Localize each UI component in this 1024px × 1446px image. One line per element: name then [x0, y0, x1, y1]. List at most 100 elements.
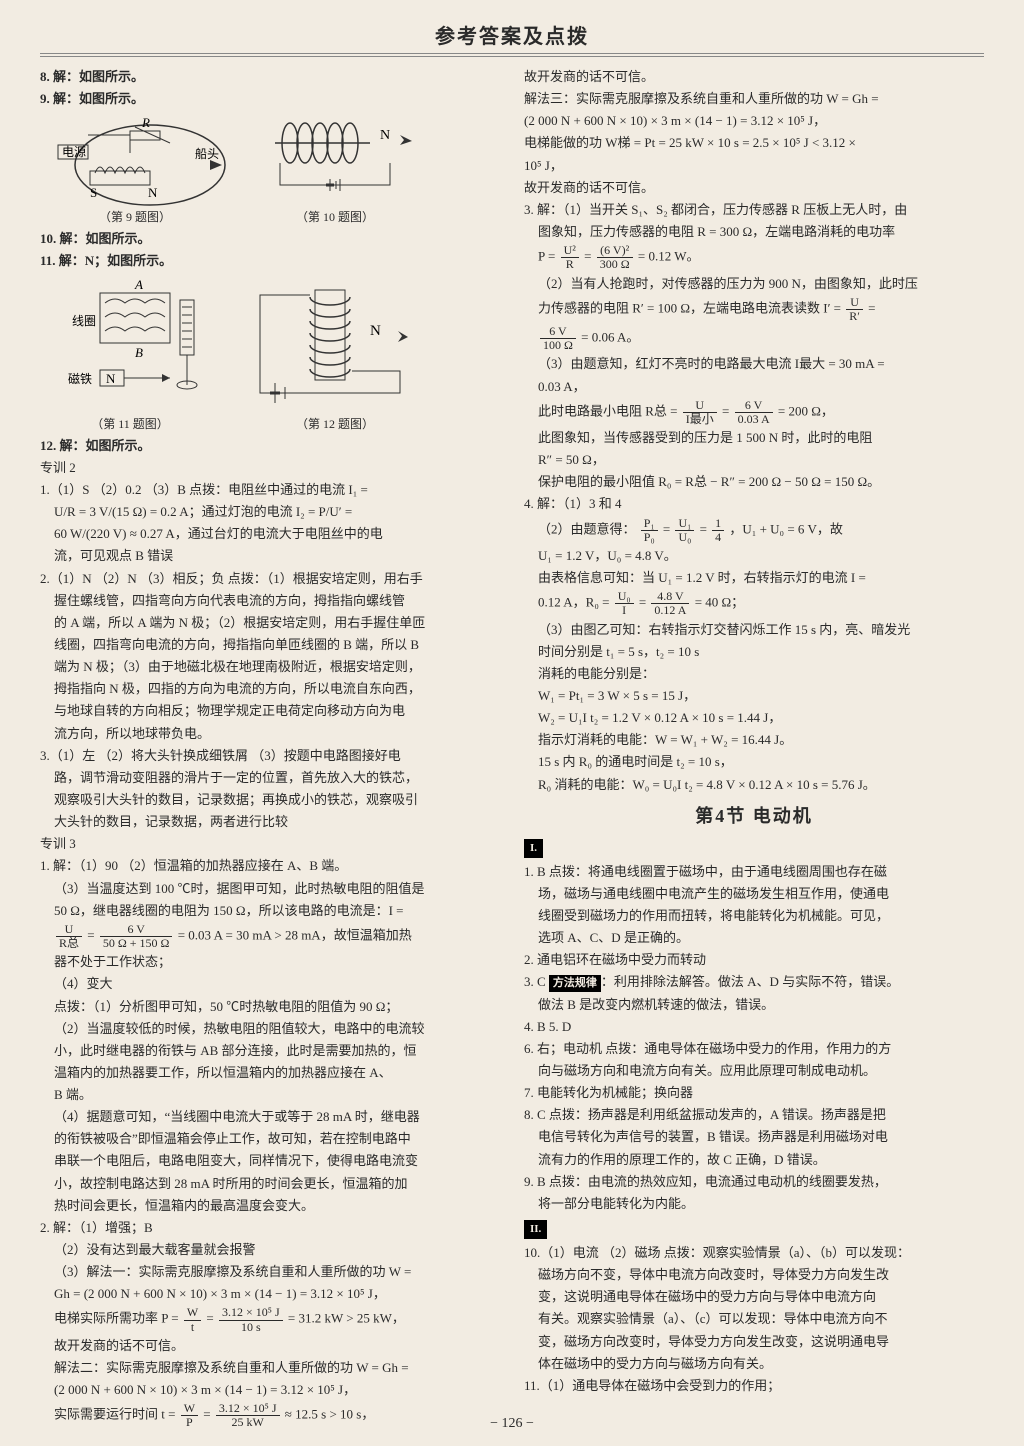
r25: 时间分别是 t₁ = 5 s，t₂ = 10 s	[524, 642, 984, 662]
z3-1l: （4）据题意可知，“当线圈中电流大于或等于 28 mA 时，继电器	[40, 1107, 500, 1127]
fig12-N: N	[370, 323, 381, 339]
r11: 力传感器的电阻 R′ = 100 Ω，左端电路电流表读数 I′ = UR′ =	[524, 296, 984, 323]
z3-1k: B 端。	[40, 1085, 500, 1105]
r31: R₀ 消耗的电能：W₀ = U₀I t₂ = 4.8 V × 0.12 A × …	[524, 775, 984, 795]
s11: 11.（1）通电导体在磁场中会受到力的作用；	[524, 1376, 984, 1396]
line-9: 9. 解：如图所示。	[40, 89, 500, 109]
fig9-boat: 船头	[195, 147, 219, 161]
s8a: 8. C 点拨：扬声器是利用纸盆振动发声的，A 错误。扬声器是把	[524, 1105, 984, 1125]
z3-2d: Gh = (2 000 N + 600 N × 10) × 3 m × (14 …	[40, 1284, 500, 1304]
page-title: 参考答案及点拨	[40, 20, 984, 54]
s10a: 10.（1）电流 （2）磁场 点拨：观察实验情景（a）、（b）可以发现：	[524, 1243, 984, 1263]
s8b: 电信号转化为声信号的装置，B 错误。扬声器是利用磁场对电	[524, 1127, 984, 1147]
fig11-B: B	[135, 345, 143, 360]
z3-1a: 1. 解：（1）90 （2）恒温箱的加热器应接在 A、B 端。	[40, 856, 500, 876]
fig9-N: N	[148, 185, 158, 200]
r29: 指示灯消耗的电能：W = W₁ + W₂ = 16.44 J。	[524, 730, 984, 750]
z2-2f: 拇指指向 N 极，四指的方向为电流的方向，所以电流自东向西，	[40, 679, 500, 699]
r4: 电梯能做的功 W梯 = Pt = 25 kW × 10 s = 2.5 × 10…	[524, 133, 984, 153]
z2-2d: 线圈，四指弯向电流的方向，拇指指向单匝线圈的 B 端，所以 B	[40, 635, 500, 655]
r14: 0.03 A，	[524, 377, 984, 397]
fig9-power-label: 电源	[62, 145, 86, 159]
z3-2h: (2 000 N + 600 N × 10) × 3 m × (14 − 1) …	[40, 1380, 500, 1400]
s3b: 做法 B 是改变内燃机转速的做法，错误。	[524, 995, 984, 1015]
z3-2e: 电梯实际所需功率 P = Wt = 3.12 × 10⁵ J10 s = 31.…	[40, 1306, 500, 1333]
z3-1b: （3）当温度达到 100 ℃时，据图甲可知，此时热敏电阻的阻值是	[40, 879, 500, 899]
z3-1i: 小，此时继电器的衔铁与 AB 部分连接，此时是需要加热的，恒	[40, 1041, 500, 1061]
r3: (2 000 N + 600 N × 10) × 3 m × (14 − 1) …	[524, 111, 984, 131]
z2-3c: 观察吸引大头针的数目，记录数据；再换成小的铁芯，观察吸引	[40, 790, 500, 810]
s1d: 选项 A、C、D 是正确的。	[524, 928, 984, 948]
header-divider	[40, 56, 984, 57]
figure-10-caption: （第 10 题图）	[296, 210, 374, 224]
z3-1j: 温箱内的加热器要工作，所以恒温箱内的加热器应接在 A、	[40, 1063, 500, 1083]
section-4-heading: 第4节 电动机	[524, 803, 984, 831]
right-column: 故开发商的话不可信。 解法三：实际需克服摩擦及系统自重和人重所做的功 W = G…	[524, 67, 984, 1432]
subtrain-2-heading: 专训 2	[40, 458, 500, 478]
z2-2g: 与地球自转的方向相反；物理学规定正电荷定向移动方向为电	[40, 701, 500, 721]
z3-2b: （2）没有达到最大载客量就会报警	[40, 1240, 500, 1260]
frac-6v-100: 6 V100 Ω	[540, 325, 576, 352]
frac-6v2-300: (6 V)²300 Ω	[597, 244, 633, 271]
s1b: 场，磁场与通电线圈中电流产生的磁场发生相互作用，使通电	[524, 884, 984, 904]
figure-12: N （第 12 题图）	[240, 275, 430, 434]
s9b: 将一部分电能转化为内能。	[524, 1194, 984, 1214]
figure-9-caption: （第 9 题图）	[99, 210, 171, 224]
s6b: 向与磁场方向和电流方向有关。应用此原理可制成电动机。	[524, 1061, 984, 1081]
left-column: 8. 解：如图所示。 9. 解：如图所示。 电源 R	[40, 67, 500, 1432]
z2-1d: 流，可见观点 B 错误	[40, 546, 500, 566]
s8c: 流有力的作用的原理工作的，故 C 正确，D 错误。	[524, 1150, 984, 1170]
frac-1-4: 14	[712, 517, 724, 544]
z2-2c: 的 A 端，所以 A 端为 N 极；（2）根据安培定则，用右手握住单匝	[40, 613, 500, 633]
figure-9: 电源 R S N 船头	[40, 113, 230, 227]
z2-2a: 2.（1）N （2）N （3）相反；负 点拨：（1）根据安培定则，用右手	[40, 569, 500, 589]
frac-312e5-10s: 3.12 × 10⁵ J10 s	[219, 1306, 283, 1333]
s3a: 3. C 方法规律：利用排除法解答。做法 A、D 与实际不符，错误。	[524, 972, 984, 992]
s10e: 变，磁场方向改变时，导体受力方向发生改变，这说明通电导	[524, 1332, 984, 1352]
method-rule-tab: 方法规律	[549, 975, 601, 992]
r22: 由表格信息可知：当 U₁ = 1.2 V 时，右转指示灯的电流 I =	[524, 568, 984, 588]
z2-1c: 60 W/(220 V) ≈ 0.27 A，通过台灯的电流大于电阻丝中的电	[40, 524, 500, 544]
s6a: 6. 右；电动机 点拨：通电导体在磁场中受力的作用，作用力的方	[524, 1039, 984, 1059]
z3-2g: 解法二：实际需克服摩擦及系统自重和人重所做的功 W = Gh =	[40, 1358, 500, 1378]
s1c: 线圈受到磁场力的作用而扭转，将电能转化为机械能。可见，	[524, 906, 984, 926]
line-8: 8. 解：如图所示。	[40, 67, 500, 87]
frac-u-rprime: UR′	[846, 296, 863, 323]
r19: 4. 解：（1）3 和 4	[524, 494, 984, 514]
r9: P = U²R = (6 V)²300 Ω = 0.12 W。	[524, 244, 984, 271]
fig9-S: S	[90, 185, 97, 200]
fig10-N: N	[380, 128, 390, 143]
r24: （3）由图乙可知：右转指示灯交替闪烁工作 15 s 内，亮、暗发光	[524, 620, 984, 640]
frac-6v-003a: 6 V0.03 A	[735, 399, 773, 426]
z3-1f: （4）变大	[40, 974, 500, 994]
s10f: 体在磁场中的受力方向与磁场方向有关。	[524, 1354, 984, 1374]
z3-1m: 的衔铁被吸合”即恒温箱会停止工作，故可知，若在控制电路中	[40, 1129, 500, 1149]
z3-1g: 点拨：（1）分析图甲可知，50 ℃时热敏电阻的阻值为 90 Ω；	[40, 997, 500, 1017]
figure-12-caption: （第 12 题图）	[296, 417, 374, 431]
fig11-magnet: 磁铁	[68, 371, 92, 386]
r27: W₁ = Pt₁ = 3 W × 5 s = 15 J，	[524, 686, 984, 706]
r5: 10⁵ J，	[524, 156, 984, 176]
fig11-N: N	[106, 371, 116, 386]
frac-w-t: Wt	[184, 1306, 201, 1333]
r7: 3. 解：（1）当开关 S₁、S₂ 都闭合，压力传感器 R 压板上无人时，由	[524, 200, 984, 220]
subtrain-3-heading: 专训 3	[40, 834, 500, 854]
r10: （2）当有人抢跑时，对传感器的压力为 900 N，由图象知，此时压	[524, 274, 984, 294]
line-11: 11. 解：N；如图所示。	[40, 251, 500, 271]
z2-3b: 路，调节滑动变阻器的滑片于一定的位置，首先放入大的铁芯，	[40, 768, 500, 788]
z2-3d: 大头针的数目，记录数据，两者进行比较	[40, 812, 500, 832]
r8: 图象知，压力传感器的电阻 R = 300 Ω，左端电路消耗的电功率	[524, 222, 984, 242]
r2: 解法三：实际需克服摩擦及系统自重和人重所做的功 W = Gh =	[524, 89, 984, 109]
figure-row-11-12: A 线圈 B N 磁铁	[40, 275, 500, 434]
s10d: 有关。观察实验情景（a）、（c）可以发现：导体中电流方向不	[524, 1309, 984, 1329]
s10b: 磁场方向不变，导体中电流方向改变时，导体受力方向发生改	[524, 1265, 984, 1285]
z3-1h: （2）当温度较低的时候，热敏电阻的阻值较大，电路中的电流较	[40, 1019, 500, 1039]
z2-1a: 1.（1）S （2）0.2 （3）B 点拨：电阻丝中通过的电流 I₁ =	[40, 480, 500, 500]
z2-2h: 流方向，所以地球带负电。	[40, 724, 500, 744]
z2-1b: U/R = 3 V/(15 Ω) = 0.2 A；通过灯泡的电流 I₂ = P/…	[40, 502, 500, 522]
frac-6v-200ohm: 6 V50 Ω + 150 Ω	[100, 923, 173, 950]
s9a: 9. B 点拨：由电流的热效应知，电流通过电动机的线圈要发热，	[524, 1172, 984, 1192]
z3-1o: 小，故控制电路达到 28 mA 时所用的时间会更长，恒温箱的加	[40, 1174, 500, 1194]
s2: 2. 通电铝环在磁场中受力而转动	[524, 950, 984, 970]
z2-2b: 握住螺线管，四指弯向方向代表电流的方向，拇指指向螺线管	[40, 591, 500, 611]
